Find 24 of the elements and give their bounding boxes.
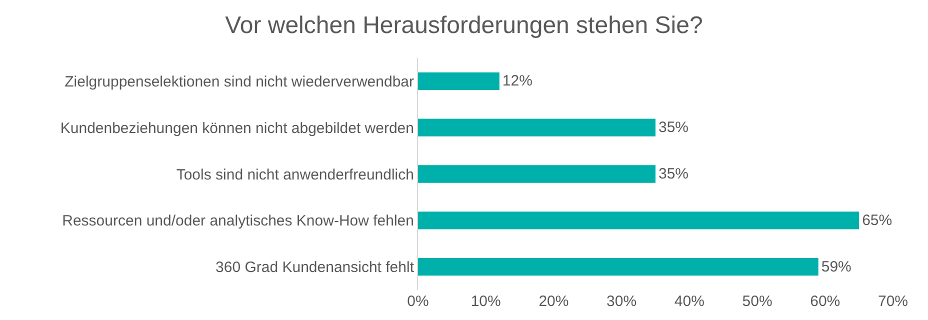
data-label: 35% — [658, 119, 689, 136]
bar — [418, 212, 860, 230]
chart-title: Vor welchen Herausforderungen stehen Sie? — [225, 12, 703, 39]
y-tick-label: Ressourcen und/oder analytisches Know-How fehlen — [62, 212, 414, 230]
y-tick-label: Kundenbeziehungen können nicht abgebildet werden — [60, 120, 414, 137]
x-tick-label: 30% — [606, 293, 637, 310]
x-tick-label: 20% — [538, 293, 569, 310]
bar — [418, 165, 656, 183]
bar — [418, 72, 500, 90]
y-tick-label: Zielgruppenselektionen sind nicht wiederverwendbar — [64, 73, 414, 90]
y-tick-label: Tools sind nicht anwenderfreundlich — [176, 166, 414, 184]
bar — [418, 118, 656, 136]
bar — [418, 258, 818, 276]
x-tick-label: 40% — [674, 293, 704, 310]
y-tick-label: 360 Grad Kundenansicht fehlt — [216, 259, 415, 276]
x-tick-label: 50% — [742, 293, 772, 310]
data-label: 35% — [658, 166, 689, 182]
data-label: 65% — [862, 212, 892, 229]
x-tick-label: 0% — [407, 293, 429, 310]
data-label: 59% — [821, 258, 852, 276]
data-label: 12% — [502, 72, 532, 90]
x-tick-label: 10% — [470, 293, 501, 310]
x-tick-label: 70% — [878, 293, 908, 310]
x-tick-label: 60% — [810, 293, 840, 310]
